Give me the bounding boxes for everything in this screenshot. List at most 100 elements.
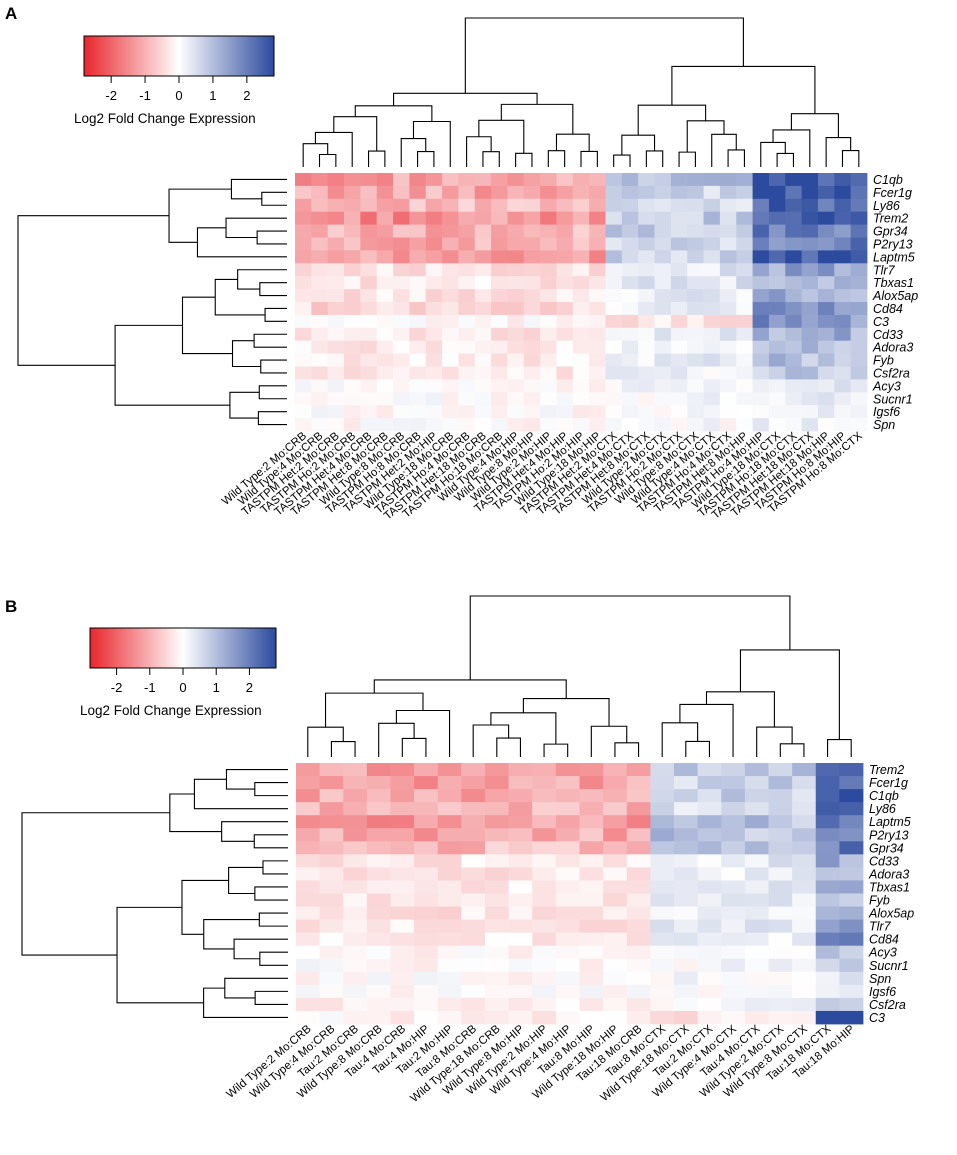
row-dendrogram bbox=[17, 178, 287, 426]
heatmap-cell bbox=[850, 237, 868, 251]
dendrogram-branch bbox=[825, 137, 852, 167]
heatmap-cell bbox=[491, 224, 508, 238]
heatmap-cell bbox=[458, 250, 476, 264]
heatmap-cell bbox=[376, 289, 394, 303]
heatmap-cell bbox=[721, 945, 746, 960]
heatmap-cell bbox=[719, 353, 737, 367]
heatmap-cell bbox=[409, 289, 427, 303]
heatmap-cell bbox=[393, 379, 410, 393]
heatmap-cell bbox=[839, 958, 864, 973]
dendrogram-branch bbox=[590, 725, 628, 757]
heatmap-cell bbox=[801, 418, 819, 432]
heatmap-cell bbox=[785, 211, 803, 225]
heatmap-cell bbox=[721, 971, 746, 986]
heatmap-cell bbox=[442, 327, 459, 342]
heatmap-cell bbox=[817, 314, 835, 329]
heatmap-cell bbox=[719, 263, 737, 277]
heatmap-cell bbox=[744, 789, 769, 803]
heatmap-cell bbox=[744, 854, 769, 868]
heatmap-cell bbox=[474, 379, 492, 393]
dendrogram-branch bbox=[679, 703, 734, 757]
heatmap-cell bbox=[768, 1010, 793, 1025]
heatmap-cell bbox=[589, 263, 606, 277]
heatmap-cell bbox=[360, 263, 378, 277]
heatmap-cell bbox=[703, 418, 721, 432]
heatmap-cell bbox=[621, 211, 639, 225]
heatmap-cell bbox=[744, 971, 769, 986]
heatmap-cell bbox=[523, 211, 541, 225]
heatmap-cell bbox=[785, 198, 803, 213]
heatmap-cell bbox=[523, 276, 541, 290]
heatmap-cell bbox=[650, 880, 675, 894]
heatmap-cell bbox=[474, 224, 492, 238]
heatmap-cell bbox=[461, 867, 486, 881]
heatmap-cell bbox=[654, 198, 672, 213]
heatmap-cell bbox=[815, 854, 840, 868]
heatmap-cell bbox=[409, 198, 427, 213]
heatmap-cell bbox=[532, 841, 557, 855]
heatmap-cell bbox=[474, 263, 492, 277]
heatmap-cell bbox=[744, 1010, 769, 1025]
heatmap-cell bbox=[442, 302, 459, 316]
heatmap-cell bbox=[437, 919, 462, 934]
dendrogram-branch bbox=[779, 743, 805, 757]
heatmap-cell bbox=[621, 289, 639, 303]
heatmap-cell bbox=[491, 237, 508, 251]
heatmap-cell bbox=[572, 198, 590, 213]
heatmap-cell bbox=[295, 211, 312, 225]
dendrogram-branch bbox=[496, 737, 521, 757]
heatmap-cell bbox=[768, 250, 786, 264]
heatmap-cell bbox=[414, 802, 439, 816]
panel-label: B bbox=[5, 597, 17, 616]
heatmap-cell bbox=[792, 919, 817, 934]
heatmap-cell bbox=[425, 392, 443, 406]
dendrogram-branch bbox=[302, 143, 329, 167]
heatmap-cell bbox=[752, 276, 770, 290]
heatmap-cell bbox=[343, 828, 368, 842]
heatmap-cell bbox=[523, 379, 541, 393]
gene-label: C1qb bbox=[873, 173, 903, 187]
heatmap-cell bbox=[674, 958, 699, 973]
heatmap-cell bbox=[579, 1010, 604, 1025]
heatmap-cell bbox=[768, 997, 793, 1012]
heatmap-cell bbox=[540, 366, 557, 380]
heatmap-cell bbox=[719, 185, 737, 200]
heatmap-cell bbox=[721, 893, 746, 907]
heatmap-cell bbox=[605, 289, 623, 303]
heatmap-cell bbox=[319, 815, 344, 829]
gene-label: C3 bbox=[873, 315, 889, 329]
heatmap-cell bbox=[296, 880, 321, 894]
heatmap-cell bbox=[327, 198, 345, 213]
heatmap-cell bbox=[556, 224, 574, 238]
heatmap-cell bbox=[589, 366, 606, 380]
heatmap-cell bbox=[295, 289, 312, 303]
heatmap-cell bbox=[744, 828, 769, 842]
heatmap-cell bbox=[507, 263, 525, 277]
heatmap-cell bbox=[605, 366, 623, 380]
heatmap-cells bbox=[296, 763, 864, 1025]
heatmap-cell bbox=[556, 276, 574, 290]
heatmap-cell bbox=[437, 945, 462, 960]
heatmap-cell bbox=[474, 173, 492, 187]
heatmap-cell bbox=[785, 405, 803, 419]
heatmap-cell bbox=[744, 763, 769, 777]
heatmap-cell bbox=[296, 828, 321, 842]
heatmap-cell bbox=[414, 867, 439, 881]
legend-tick-label: 0 bbox=[179, 680, 186, 695]
heatmap-cell bbox=[485, 932, 510, 947]
heatmap-cell bbox=[437, 867, 462, 881]
heatmap-cell bbox=[603, 763, 628, 777]
heatmap-cell bbox=[834, 379, 852, 393]
dendrogram-branch bbox=[613, 154, 631, 167]
heatmap-cell bbox=[670, 224, 688, 238]
heatmap-cell bbox=[532, 828, 557, 842]
heatmap-cell bbox=[442, 224, 459, 238]
heatmap-cell bbox=[491, 366, 508, 380]
heatmap-cell bbox=[485, 828, 510, 842]
heatmap-cell bbox=[638, 379, 655, 393]
heatmap-cell bbox=[409, 392, 427, 406]
heatmap-cell bbox=[752, 340, 770, 354]
heatmap-cell bbox=[296, 971, 321, 986]
heatmap-cell bbox=[703, 289, 721, 303]
heatmap-cell bbox=[540, 353, 557, 367]
